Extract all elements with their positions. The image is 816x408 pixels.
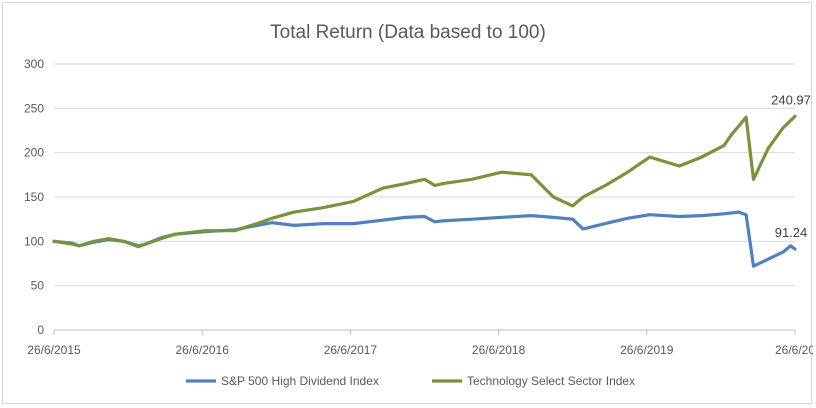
y-tick-label: 150 <box>24 190 44 204</box>
chart-svg: Total Return (Data based to 100) 0 50 100 1… <box>24 22 813 388</box>
chart-title: Total Return (Data based to 100) <box>270 22 546 43</box>
y-tick-label: 100 <box>24 234 44 248</box>
series-line-technology-select-sector <box>52 114 797 249</box>
x-tick-label: 26/6/2017 <box>324 343 378 357</box>
legend-label: Technology Select Sector Index <box>467 374 635 388</box>
axes: 0 50 100 150 200 250 300 26/6/2015 26/6/2016 26/6… <box>24 57 813 357</box>
legend-label: S&P 500 High Dividend Index <box>221 374 379 388</box>
end-value-label: 240.97 <box>771 92 811 107</box>
series-line-sp500-high-dividend <box>52 210 797 268</box>
annotations: 240.97 91.24 <box>771 92 811 240</box>
legend: S&P 500 High Dividend Index Technology Se… <box>186 374 635 388</box>
x-tick-label: 26/6/2016 <box>176 343 230 357</box>
x-tick-label: 26/6/2019 <box>620 343 674 357</box>
chart-area: Total Return (Data based to 100) 0 50 100 1… <box>2 2 813 404</box>
x-tick-label: 26/6/20 <box>775 343 813 357</box>
y-tick-label: 300 <box>24 57 44 71</box>
x-tick-label: 26/6/2018 <box>472 343 526 357</box>
y-tick-label: 50 <box>31 279 45 293</box>
y-tick-label: 250 <box>24 101 44 115</box>
gridlines <box>54 63 795 287</box>
y-tick-label: 0 <box>37 323 44 337</box>
series-lines <box>52 114 797 268</box>
y-tick-label: 200 <box>24 146 44 160</box>
x-tick-label: 26/6/2015 <box>27 343 81 357</box>
end-value-label: 91.24 <box>775 225 808 240</box>
